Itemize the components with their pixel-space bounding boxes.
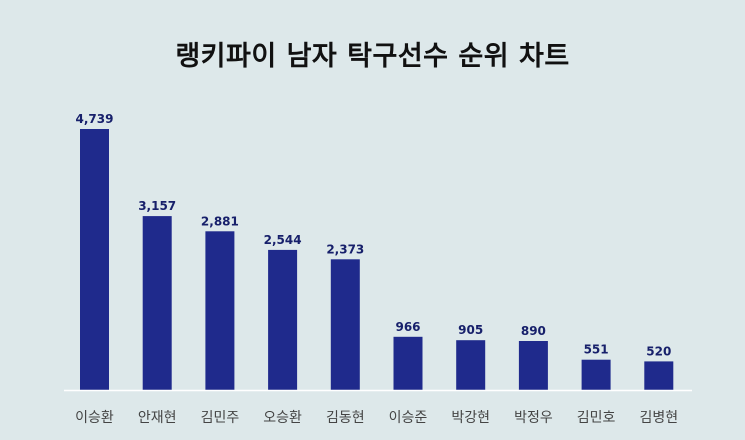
bar-6 [393, 336, 423, 390]
bar-4 [268, 249, 298, 390]
category-label-6: 이승준 [389, 410, 428, 426]
chart-title: 랭키파이 남자 탁구선수 순위 차트 [175, 41, 570, 72]
bar-3 [205, 231, 235, 390]
bar-10 [644, 361, 674, 390]
value-label-3: 2,881 [201, 214, 239, 228]
category-label-3: 김민주 [201, 410, 240, 426]
category-label-4: 오승환 [263, 410, 302, 426]
value-label-9: 551 [584, 343, 609, 357]
category-label-5: 김동현 [326, 410, 365, 426]
bar-5 [330, 259, 360, 390]
bar-2 [142, 216, 172, 390]
bars-group [80, 129, 674, 390]
category-label-10: 김병현 [639, 410, 678, 426]
value-label-1: 4,739 [76, 112, 114, 126]
value-labels-group: 4,739 3,157 2,881 2,544 2,373 966 905 890 551 520 [76, 112, 672, 358]
category-label-8: 박정우 [514, 410, 553, 426]
value-label-2: 3,157 [138, 199, 176, 213]
bar-8 [518, 341, 548, 390]
bar-7 [456, 340, 486, 390]
category-label-2: 안재현 [138, 410, 177, 426]
value-label-8: 890 [521, 324, 546, 338]
category-label-1: 이승환 [75, 410, 114, 426]
category-labels-group: 이승환 안재현 김민주 오승환 김동현 이승준 박강현 박정우 김민호 김병현 [75, 410, 678, 426]
value-label-4: 2,544 [264, 233, 302, 247]
value-label-7: 905 [458, 323, 483, 337]
bar-9 [581, 359, 611, 390]
bar-1 [80, 129, 109, 390]
value-label-5: 2,373 [326, 242, 364, 256]
value-label-10: 520 [646, 344, 671, 358]
category-label-7: 박강현 [451, 410, 490, 426]
value-label-6: 966 [395, 320, 420, 334]
category-label-9: 김민호 [577, 410, 616, 426]
